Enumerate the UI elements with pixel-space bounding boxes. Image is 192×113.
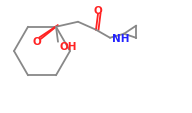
Text: OH: OH: [59, 41, 77, 51]
Text: NH: NH: [112, 33, 129, 43]
Text: O: O: [94, 6, 102, 16]
Text: O: O: [33, 36, 41, 46]
